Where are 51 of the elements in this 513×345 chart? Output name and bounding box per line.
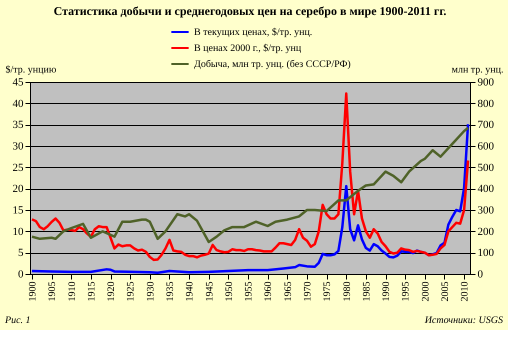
y-tick-label: 5 bbox=[18, 247, 24, 260]
x-tick-label: 1995 bbox=[400, 282, 412, 302]
y-tick-label: 40 bbox=[12, 98, 24, 110]
x-tick-label: 1980 bbox=[342, 282, 353, 302]
x-tick-label: 1950 bbox=[224, 282, 235, 302]
x-tick-label: 2005 bbox=[440, 282, 451, 302]
text: Рис. 1 bbox=[4, 315, 31, 326]
x-tick-label: 1930 bbox=[145, 282, 156, 302]
x-tick-label: 1965 bbox=[282, 282, 294, 302]
x-tick-label: 1920 bbox=[106, 282, 118, 302]
x-tick-label: 1970 bbox=[302, 282, 314, 302]
y2-tick-label: 0 bbox=[478, 268, 484, 280]
x-tick-label: 1940 bbox=[184, 282, 196, 302]
y-tick-label: 30 bbox=[12, 140, 24, 152]
y2-tick-label: 900 bbox=[478, 76, 494, 88]
y-tick-label: 0 bbox=[18, 268, 24, 280]
y2-axis-title: млн тр. унц. bbox=[452, 64, 504, 76]
x-tick-label: 1985 bbox=[361, 282, 372, 302]
y2-tick-label: 700 bbox=[478, 119, 494, 132]
x-tick-label: 1915 bbox=[86, 282, 98, 302]
y-tick-label: 10 bbox=[12, 226, 24, 238]
x-tick-label: 1975 bbox=[322, 282, 334, 302]
y-tick-label: 15 bbox=[12, 204, 24, 216]
y-tick-label: 35 bbox=[12, 119, 24, 132]
y2-tick-label: 300 bbox=[478, 204, 494, 216]
x-tick-label: 1935 bbox=[164, 282, 176, 302]
x-tick-label: 2000 bbox=[420, 282, 432, 302]
y2-tick-label: 100 bbox=[478, 247, 494, 260]
x-tick-label: 1925 bbox=[126, 282, 137, 302]
x-tick-label: 2010 bbox=[460, 282, 471, 302]
x-tick-label: 1960 bbox=[263, 282, 274, 302]
legend-label: В текущих ценах, $/тр. унц. bbox=[194, 27, 312, 38]
legend-label: В ценах 2000 г., $/тр. унц bbox=[194, 43, 302, 54]
x-tick-label: 1990 bbox=[381, 282, 392, 302]
x-tick-label: 1910 bbox=[66, 282, 78, 302]
y2-tick-label: 500 bbox=[478, 162, 494, 174]
y-tick-label: 20 bbox=[12, 183, 24, 196]
x-tick-label: 1900 bbox=[27, 282, 38, 302]
y-tick-label: 45 bbox=[12, 76, 24, 88]
x-tick-label: 1945 bbox=[204, 282, 216, 302]
y2-tick-label: 200 bbox=[478, 226, 494, 238]
y2-tick-label: 400 bbox=[478, 183, 494, 196]
x-tick-label: 1905 bbox=[47, 282, 58, 302]
text: Источники: USGS bbox=[424, 315, 503, 326]
y-tick-label: 25 bbox=[12, 162, 24, 174]
legend-label: Добыча, млн тр. унц. (без СССР/РФ) bbox=[194, 59, 351, 70]
y2-tick-label: 800 bbox=[478, 98, 494, 110]
y2-tick-label: 600 bbox=[478, 140, 494, 152]
y-axis-title: $/тр. унцию bbox=[6, 64, 57, 76]
x-tick-label: 1955 bbox=[244, 282, 255, 302]
chart-title: Статистика добычи и среднегодовых цен на серебро в мире 1900-2011 гг. bbox=[54, 4, 446, 18]
